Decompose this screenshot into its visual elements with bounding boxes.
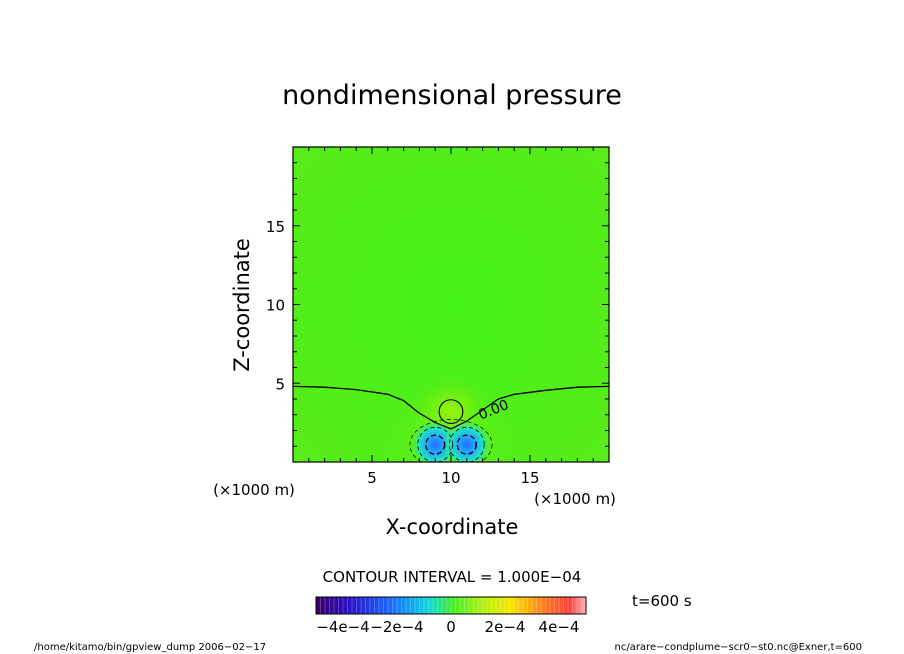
colorbar-gradient xyxy=(316,597,586,614)
contour-negative-inner xyxy=(456,434,477,455)
plot-area: 5 10 15 5 10 15 xyxy=(266,146,610,487)
y-axis-label: Z-coordinate xyxy=(230,238,254,372)
footer-right: nc/arare−condplume−scr0−st0.nc@Exner,t=6… xyxy=(614,642,862,653)
chart-title: nondimensional pressure xyxy=(282,80,622,111)
contour-interval: CONTOUR INTERVAL = 1.000E−04 xyxy=(323,568,582,586)
contour-negative-inner xyxy=(425,434,446,455)
colorbar-tick-label: −2e−4 xyxy=(370,618,423,636)
colorbar: −4e−4 −2e−4 0 2e−4 4e−4 xyxy=(315,596,587,636)
heatmap-negative-min-2 xyxy=(443,420,491,462)
contour-negative-mid xyxy=(417,426,453,462)
y-tick-label: 10 xyxy=(266,297,285,315)
heatmap-features xyxy=(378,375,524,462)
contour-lines xyxy=(293,385,609,462)
colorbar-tick-labels: −4e−4 −2e−4 0 2e−4 4e−4 xyxy=(316,618,579,636)
axis-ticks: 5 10 15 5 10 15 xyxy=(266,146,610,487)
contour-positive-max xyxy=(438,399,464,425)
colorbar-levels xyxy=(320,597,582,614)
colorbar-frame xyxy=(315,596,587,615)
x-tick-label: 5 xyxy=(367,469,377,487)
colorbar-tick-label: 2e−4 xyxy=(485,618,526,636)
footer-left: /home/kitamo/bin/gpview_dump 2006−02−17 xyxy=(34,642,266,653)
x-unit-label-left: (×1000 m) xyxy=(213,481,295,499)
x-unit-label-right: (×1000 m) xyxy=(534,490,616,508)
x-axis-label: X-coordinate xyxy=(386,515,519,539)
y-tick-label: 15 xyxy=(266,218,285,236)
x-tick-label: 10 xyxy=(441,469,460,487)
y-tick-label: 5 xyxy=(275,375,285,393)
x-tick-label: 15 xyxy=(520,469,539,487)
colorbar-tick-label: 4e−4 xyxy=(539,618,580,636)
colorbar-tick-label: −4e−4 xyxy=(316,618,369,636)
time-label: t=600 s xyxy=(632,592,692,610)
contour-negative-mid xyxy=(449,426,485,462)
colorbar-tick-label: 0 xyxy=(446,618,456,636)
zero-contour xyxy=(293,385,609,430)
contour-negative-outer xyxy=(409,419,493,462)
